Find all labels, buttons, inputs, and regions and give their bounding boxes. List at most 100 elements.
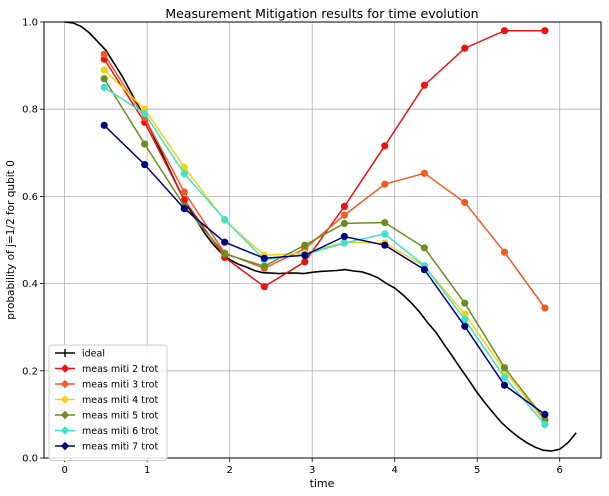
x-tick-label: 2 (226, 465, 232, 476)
data-point (180, 170, 188, 178)
data-point (500, 248, 509, 256)
data-point (180, 205, 188, 213)
legend-label: meas miti 2 trot (82, 364, 158, 375)
legend-marker (60, 379, 70, 389)
y-axis: 0.0 0.2 0.4 0.6 0.8 1.0 (22, 18, 44, 465)
data-point (221, 250, 229, 258)
data-point (500, 373, 509, 381)
legend-entry: meas miti 3 trot (55, 380, 158, 391)
data-point (420, 244, 428, 252)
data-point (100, 50, 108, 58)
data-point (141, 140, 149, 148)
series-2-trot (100, 27, 549, 291)
data-point (180, 188, 188, 196)
data-point (141, 110, 149, 118)
legend-box (48, 344, 168, 461)
data-point (100, 121, 108, 129)
legend-label: meas miti 3 trot (82, 380, 158, 391)
legend-marker (60, 441, 70, 451)
legend-entry: ideal (55, 349, 105, 360)
chart-title: Measurement Mitigation results for time … (165, 6, 478, 21)
data-point (381, 241, 389, 249)
legend-entry: meas miti 6 trot (55, 426, 158, 437)
data-point (381, 230, 389, 238)
data-point (500, 27, 509, 35)
x-tick-label: 5 (474, 465, 480, 476)
x-axis: 0 1 2 3 4 5 6 (61, 458, 563, 476)
data-point (461, 44, 469, 52)
series-6-trot (100, 83, 549, 428)
data-point (541, 410, 549, 418)
x-tick-label: 1 (144, 465, 150, 476)
data-point (340, 239, 348, 247)
series-7-trot (100, 121, 549, 418)
x-tick-label: 0 (61, 465, 67, 476)
data-point (260, 262, 268, 270)
data-point (381, 219, 389, 227)
data-point (100, 83, 108, 91)
data-point (221, 215, 229, 224)
y-tick-label: 1.0 (22, 18, 38, 29)
y-tick-label: 0.8 (22, 105, 38, 116)
x-tick-label: 4 (392, 465, 398, 476)
legend-marker (60, 426, 70, 435)
data-point (301, 241, 309, 249)
legend-label: meas miti 7 trot (82, 442, 158, 453)
data-point (260, 283, 268, 291)
legend-label: meas miti 5 trot (82, 411, 158, 422)
data-point (420, 169, 428, 177)
data-point (301, 258, 309, 266)
legend: ideal meas miti 2 trot meas miti 3 trot mea… (48, 344, 168, 461)
legend-marker (60, 410, 70, 420)
series-line (103, 86, 546, 425)
legend-entry: meas miti 4 trot (55, 395, 158, 406)
data-point (180, 163, 188, 171)
legend-marker (60, 364, 70, 373)
data-point (381, 180, 389, 188)
legend-label: ideal (82, 349, 105, 360)
data-point (500, 364, 509, 372)
series-line (103, 53, 546, 309)
y-tick-label: 0.0 (22, 454, 38, 465)
data-point (461, 322, 469, 330)
series-line (103, 78, 546, 421)
data-point (100, 66, 108, 74)
data-point (180, 196, 188, 204)
y-tick-label: 0.6 (22, 192, 38, 203)
data-point (141, 161, 149, 169)
data-point (340, 211, 348, 219)
x-tick-label: 3 (309, 465, 315, 476)
legend-entry: meas miti 5 trot (55, 411, 158, 422)
y-tick-label: 0.4 (22, 279, 38, 290)
data-point (541, 420, 549, 428)
legend-label: meas miti 4 trot (82, 395, 158, 406)
data-point (340, 232, 348, 241)
legend-entry: meas miti 2 trot (55, 364, 158, 375)
data-point (420, 266, 428, 274)
data-point (541, 304, 549, 312)
legend-entry: meas miti 7 trot (55, 442, 158, 453)
series-group (100, 27, 549, 428)
data-point (541, 27, 549, 35)
data-point (100, 75, 108, 83)
data-point (381, 142, 389, 150)
legend-marker (60, 395, 70, 404)
x-tick-label: 6 (557, 465, 563, 476)
y-tick-label: 0.2 (22, 366, 38, 377)
data-point (461, 315, 469, 323)
data-point (500, 381, 509, 389)
y-axis-label: probability of j=1/2 for qubit 0 (5, 160, 17, 320)
data-point (340, 219, 348, 227)
data-point (461, 198, 469, 207)
data-point (340, 202, 348, 210)
data-point (260, 254, 268, 262)
legend-label: meas miti 6 trot (82, 426, 158, 437)
plot-frame (43, 21, 602, 459)
data-point (221, 238, 229, 246)
data-point (461, 299, 469, 307)
data-point (420, 81, 428, 89)
series-line (103, 69, 546, 423)
data-point (301, 251, 309, 259)
x-axis-label: time (310, 477, 335, 490)
